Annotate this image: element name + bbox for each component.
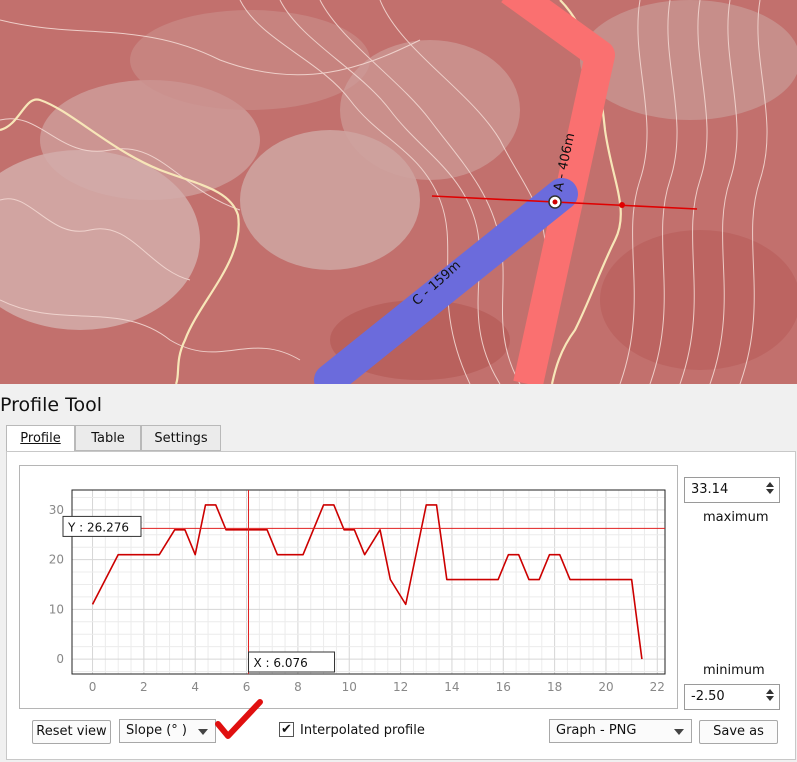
tab-profile[interactable]: Profile bbox=[6, 425, 75, 453]
profile-series-line bbox=[91, 504, 643, 660]
crosshair-y-label-box bbox=[62, 515, 142, 537]
x-tick-label: 6 bbox=[243, 680, 251, 694]
tab-settings[interactable]: Settings bbox=[141, 425, 221, 451]
minimum-label: minimum bbox=[703, 663, 765, 678]
slope-combo-value: Slope (° ) bbox=[126, 723, 187, 738]
x-tick-label: 2 bbox=[140, 680, 148, 694]
tab-settings-label: Settings bbox=[154, 431, 208, 446]
panel-title: Profile Tool bbox=[0, 394, 103, 416]
x-tick-label: 12 bbox=[393, 680, 408, 694]
spin-up-icon[interactable] bbox=[766, 482, 774, 487]
export-format-combo[interactable]: Graph - PNG bbox=[549, 719, 692, 743]
check-icon: ✔ bbox=[281, 722, 292, 737]
maximum-label: maximum bbox=[703, 510, 769, 525]
minimum-value: -2.50 bbox=[691, 689, 725, 704]
maximum-stepper-arrows[interactable] bbox=[763, 480, 777, 500]
reset-view-button[interactable]: Reset view bbox=[32, 720, 111, 744]
spin-down-icon[interactable] bbox=[766, 696, 774, 701]
interpolated-profile-label: Interpolated profile bbox=[300, 723, 425, 738]
x-tick-label: 22 bbox=[650, 680, 665, 694]
plot-area-border bbox=[71, 489, 666, 675]
tab-profile-label: Profile bbox=[20, 431, 61, 446]
chevron-down-icon bbox=[674, 729, 684, 735]
spin-up-icon[interactable] bbox=[766, 689, 774, 694]
crosshair-x-label: X : 6.076 bbox=[254, 656, 308, 670]
tab-table-label: Table bbox=[91, 431, 125, 446]
x-tick-label: 18 bbox=[547, 680, 562, 694]
y-tick-label: 30 bbox=[49, 503, 64, 517]
x-tick-label: 20 bbox=[598, 680, 613, 694]
x-tick-label: 0 bbox=[89, 680, 97, 694]
tab-table[interactable]: Table bbox=[75, 425, 141, 451]
chevron-down-icon bbox=[198, 729, 208, 735]
interpolated-profile-checkbox[interactable]: ✔ bbox=[279, 722, 294, 737]
maximum-spinbox[interactable]: 33.14 bbox=[684, 477, 780, 503]
profile-chart[interactable]: 0 2 4 6 8 10 12 14 16 18 20 22 0 10 20 30Y : 26.276 X : … bbox=[20, 466, 677, 708]
y-tick-label: 20 bbox=[49, 553, 64, 567]
checkmark-annotation-icon bbox=[215, 699, 263, 739]
spin-down-icon[interactable] bbox=[766, 489, 774, 494]
x-tick-label: 14 bbox=[444, 680, 459, 694]
minimum-spinbox[interactable]: -2.50 bbox=[684, 684, 780, 710]
x-tick-label: 4 bbox=[191, 680, 199, 694]
crosshair-y-label: Y : 26.276 bbox=[67, 520, 129, 534]
x-tick-label: 16 bbox=[496, 680, 511, 694]
minimum-stepper-arrows[interactable] bbox=[763, 687, 777, 707]
map-canvas[interactable]: A - 406m C - 159m bbox=[0, 0, 797, 396]
map-svg: A - 406m C - 159m bbox=[0, 0, 797, 396]
x-tick-label: 8 bbox=[294, 680, 302, 694]
maximum-value: 33.14 bbox=[691, 482, 729, 497]
slope-combo[interactable]: Slope (° ) bbox=[119, 719, 216, 743]
y-tick-label: 10 bbox=[49, 602, 64, 616]
export-format-value: Graph - PNG bbox=[556, 723, 637, 738]
crosshair-x-label-box bbox=[248, 651, 336, 673]
profile-plot-frame[interactable]: 0 2 4 6 8 10 12 14 16 18 20 22 0 10 20 30 Y : 26.276 X : … bbox=[19, 465, 678, 709]
x-tick-label: 10 bbox=[342, 680, 357, 694]
save-as-button[interactable]: Save as bbox=[699, 720, 778, 744]
y-tick-label: 0 bbox=[56, 652, 64, 666]
